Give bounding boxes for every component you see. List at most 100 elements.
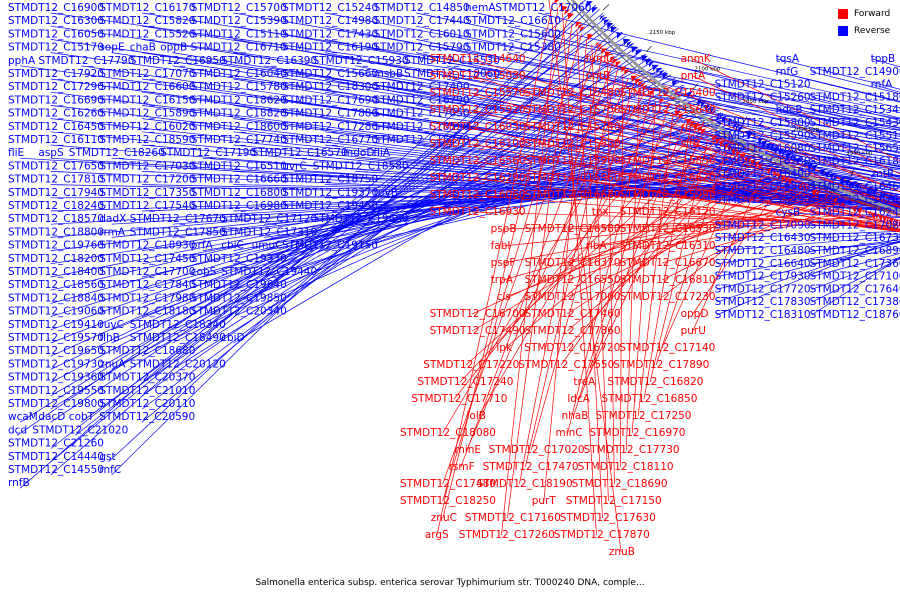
reverse-gene-label: STMDT12_C19760 [8, 240, 104, 252]
reverse-gene-label: fliE [8, 147, 24, 159]
reverse-gene-label: STMDT12_C17100 [810, 271, 900, 283]
reverse-gene-label: STMDT12_C17740 [191, 134, 287, 146]
reverse-feature [707, 105, 712, 113]
tick-label: 1950 kbp [846, 151, 872, 157]
reverse-gene-label: STMDT12_C20110 [99, 398, 195, 410]
leader-line [324, 25, 900, 135]
forward-feature [615, 61, 621, 68]
reverse-feature [761, 140, 768, 148]
reverse-gene-label: STMDT12_C17050 [374, 108, 470, 120]
reverse-gene-label: umuC [252, 240, 283, 252]
reverse-gene-label: STMDT12_C17310 [221, 226, 317, 238]
reverse-gene-label: STMDT12_C16710 [191, 42, 287, 54]
reverse-feature [641, 55, 648, 62]
reverse-gene-label: STMDT12_C16190 [282, 42, 378, 54]
forward-gene-label: STMDT12_C17470 [483, 461, 579, 473]
leader-line [19, 0, 586, 489]
leader-line [472, 175, 771, 315]
leader-line [442, 18, 568, 519]
reverse-gene-label: tppB [871, 53, 896, 65]
reverse-gene-label: cysB [776, 207, 801, 219]
forward-gene-label: lolB [467, 410, 486, 422]
reverse-gene-label: STMDT12_C17200 [99, 174, 195, 186]
leader-line [716, 236, 900, 316]
leader-line [50, 60, 655, 383]
leader-line [716, 240, 900, 303]
reverse-gene-label: STMDT12_C16900 [8, 2, 104, 14]
leader-line [472, 75, 900, 207]
reverse-gene-label: STMDT12_C17070 [99, 68, 195, 80]
reverse-gene-label: STMDT12_C17430 [282, 28, 378, 40]
leader-line [141, 52, 900, 170]
forward-feature [598, 45, 605, 52]
leader-line [716, 186, 900, 204]
reverse-gene-label: STMDT12_C18620 [191, 94, 287, 106]
leader-line [524, 69, 618, 468]
tick-mark [646, 45, 652, 53]
leader-line [716, 231, 900, 239]
reverse-gene-label: STMDT12_C17090 [715, 219, 811, 231]
forward-feature [693, 123, 700, 131]
reverse-feature [627, 42, 634, 49]
forward-feature [823, 193, 829, 202]
leader-line [777, 109, 900, 137]
reverse-feature [833, 173, 838, 182]
reverse-gene-label: ruvB [374, 187, 398, 199]
reverse-gene-label: STMDT12_C15780 [191, 81, 287, 93]
reverse-gene-label: znuA [99, 358, 126, 370]
tick-mark [692, 83, 699, 90]
leader-line [560, 146, 721, 366]
forward-feature [640, 82, 646, 89]
forward-feature [666, 103, 672, 110]
forward-gene-label: ipk [496, 342, 513, 354]
forward-gene-label: STMDT12_C17860 [525, 325, 621, 337]
reverse-feature [672, 80, 678, 87]
reverse-gene-label: hdeB [776, 104, 803, 116]
forward-feature [831, 197, 838, 206]
reverse-gene-label: STMDT12_C15650 [810, 143, 900, 155]
forward-feature [722, 143, 730, 150]
leader-line [567, 109, 900, 215]
leader-line [416, 105, 900, 195]
forward-gene-label: STMDT12_C16810 [620, 274, 716, 286]
leader-line [472, 58, 900, 199]
strand-legend: Forward Reverse [838, 8, 898, 42]
leader-line [507, 23, 573, 519]
reverse-gene-label: STMDT12_C18490 [130, 332, 226, 344]
reverse-gene-label: STMDT12_C15180 [810, 91, 900, 103]
forward-gene-label: STMDT12_C18250 [400, 495, 496, 507]
reverse-gene-label: STMDT12_C14440 [8, 451, 104, 463]
reverse-gene-label: STMDT12_C18590 [99, 134, 195, 146]
leader-line [811, 109, 900, 131]
reverse-gene-label: STMDT12_C19660 [313, 213, 409, 225]
leader-line [662, 214, 862, 247]
forward-gene-label: STMDT12_C17220 [423, 359, 519, 371]
forward-feature [882, 215, 888, 223]
leader-line [355, 65, 900, 173]
reverse-gene-label: STMDT12_C19150 [282, 240, 378, 252]
reverse-feature [824, 170, 831, 179]
forward-gene-label: STMDT12_C17480 [400, 478, 496, 490]
leader-line [811, 256, 900, 290]
leader-line [519, 54, 603, 485]
reverse-gene-label: STMDT12_C15380 [465, 42, 561, 54]
reverse-feature [697, 99, 703, 106]
forward-gene-label: STMDT12_C16970 [590, 427, 686, 439]
reverse-gene-label: STMDT12_C16020 [99, 121, 195, 133]
leader-line [111, 87, 688, 344]
reverse-gene-label: STMDT12_C16180 [810, 155, 900, 167]
reverse-gene-label: cbiC [221, 240, 244, 252]
reverse-gene-label: zntB [871, 168, 895, 180]
leader-line [263, 65, 900, 178]
reverse-feature [746, 131, 753, 139]
forward-gene-label: STMDT12_C16030 [430, 121, 526, 133]
leader-line [692, 171, 764, 332]
forward-gene-label: pntA [681, 70, 706, 82]
legend-reverse-label: Reverse [854, 26, 891, 36]
reverse-gene-label: STMDT12_C14980 [282, 15, 378, 27]
forward-feature [686, 118, 693, 126]
reverse-gene-label: STMDT12_C20590 [99, 411, 195, 423]
tick-mark [795, 145, 800, 153]
reverse-feature [703, 104, 711, 112]
reverse-gene-label: STMDT12_C16570 [252, 147, 348, 159]
